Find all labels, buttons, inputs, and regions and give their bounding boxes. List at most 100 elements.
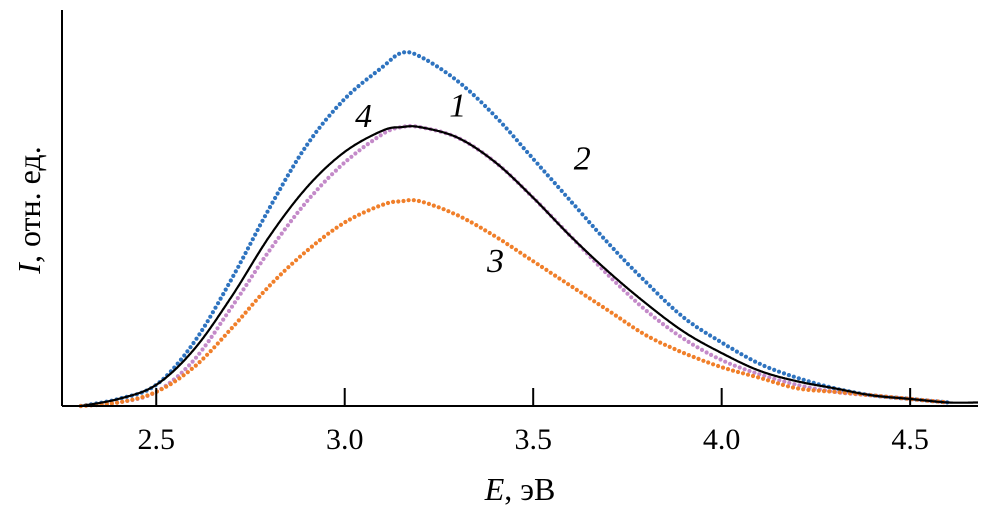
series-3-point bbox=[548, 270, 553, 275]
series-2-point bbox=[511, 134, 516, 139]
series-2-point bbox=[330, 109, 335, 114]
series-1-point bbox=[610, 277, 615, 282]
series-3-point bbox=[596, 302, 601, 307]
series-1-point bbox=[752, 370, 757, 375]
series-1-point bbox=[629, 295, 634, 300]
series-1-point bbox=[200, 347, 205, 352]
series-1-point bbox=[349, 154, 354, 159]
series-3-point bbox=[618, 316, 623, 321]
series-1-point bbox=[621, 288, 626, 293]
series-3-point bbox=[226, 329, 231, 334]
series-3-point bbox=[469, 220, 474, 225]
series-2-point bbox=[772, 367, 777, 372]
series-2-point bbox=[291, 164, 296, 169]
series-1-point bbox=[252, 269, 257, 275]
series-2-point bbox=[767, 365, 772, 371]
series-2-point bbox=[648, 284, 653, 289]
series-3-point bbox=[681, 351, 687, 356]
series-2-point bbox=[535, 161, 540, 166]
series-3-point bbox=[294, 258, 299, 263]
series-2-point bbox=[421, 56, 426, 61]
series-3-point bbox=[130, 397, 135, 402]
series-2-point bbox=[580, 212, 585, 217]
series-3-point bbox=[478, 225, 483, 230]
series-1-point bbox=[732, 363, 737, 368]
series-3-point bbox=[455, 213, 460, 218]
series-3-point bbox=[811, 388, 816, 393]
series-3-point bbox=[376, 204, 381, 209]
series-1-point bbox=[187, 363, 192, 368]
series-3-point bbox=[750, 373, 756, 379]
series-1-point bbox=[370, 139, 375, 144]
series-3-point bbox=[115, 400, 120, 405]
series-2-point bbox=[221, 292, 226, 297]
series-2-point bbox=[182, 353, 187, 358]
series-2-point bbox=[636, 273, 642, 278]
series-2-point bbox=[283, 177, 288, 182]
series-2-point bbox=[265, 209, 270, 214]
series-2-point bbox=[475, 96, 480, 101]
series-1-point bbox=[261, 256, 266, 262]
series-3-point bbox=[574, 287, 579, 292]
series-3-point bbox=[309, 244, 314, 249]
series-2-point bbox=[583, 216, 588, 221]
series-1-point bbox=[276, 235, 281, 240]
series-3-point bbox=[441, 207, 446, 212]
series-3-point bbox=[159, 387, 164, 392]
series-2-point bbox=[651, 287, 656, 292]
series-3-point bbox=[796, 386, 801, 391]
series-2-point bbox=[275, 191, 280, 196]
series-1-point bbox=[378, 133, 383, 138]
series-3-point bbox=[483, 228, 488, 233]
series-3-point bbox=[201, 356, 206, 361]
series-1-point bbox=[640, 305, 645, 310]
series-2-point bbox=[501, 122, 506, 127]
series-2-point bbox=[528, 153, 533, 158]
series-2-point bbox=[490, 111, 495, 116]
series-1-point bbox=[713, 355, 718, 360]
series-3-point bbox=[421, 200, 426, 205]
series-3-point bbox=[326, 231, 331, 236]
series-3-point bbox=[334, 225, 339, 230]
series-3-point bbox=[193, 363, 198, 368]
x-tick-label: 3.5 bbox=[514, 423, 552, 456]
series-2-point bbox=[460, 82, 465, 87]
series-1-point bbox=[292, 214, 297, 220]
series-3-point bbox=[672, 346, 677, 352]
series-2-point bbox=[678, 312, 683, 317]
series-1-point bbox=[747, 368, 752, 374]
series-3-point bbox=[653, 338, 658, 343]
series-1-point bbox=[312, 191, 317, 196]
series-1-point bbox=[322, 179, 327, 184]
series-1-point bbox=[718, 357, 723, 362]
series-3-point bbox=[583, 293, 588, 298]
series-1-point bbox=[333, 168, 338, 173]
series-3-point bbox=[535, 262, 540, 267]
series-3-point bbox=[222, 333, 227, 338]
series-3-point bbox=[208, 349, 213, 354]
series-3-point bbox=[212, 345, 217, 350]
series-1-point bbox=[374, 136, 379, 141]
series-3-point bbox=[539, 264, 545, 270]
series-2-point bbox=[388, 57, 393, 62]
series-3-point bbox=[125, 398, 130, 403]
series-1-point bbox=[264, 252, 269, 257]
series-3-point bbox=[544, 267, 549, 272]
series-3-point bbox=[765, 378, 771, 383]
x-ticks: 2.5 3.0 3.5 4.0 4.5 bbox=[137, 388, 929, 456]
series-2-point bbox=[493, 115, 499, 120]
series-1-point bbox=[782, 379, 787, 384]
series-3-point bbox=[278, 272, 283, 277]
series-3-point bbox=[513, 247, 519, 252]
series-3-point bbox=[518, 250, 523, 255]
series-1-point bbox=[656, 318, 662, 323]
series-3-point bbox=[821, 389, 827, 394]
series-1-point bbox=[353, 151, 358, 156]
series-2-point bbox=[194, 336, 199, 341]
series-1-point bbox=[244, 282, 249, 288]
series-3-point bbox=[321, 234, 327, 239]
series-3-point bbox=[613, 313, 619, 318]
series-2-point bbox=[791, 374, 796, 379]
series-2-point bbox=[594, 227, 599, 232]
series-2-point bbox=[587, 220, 592, 225]
